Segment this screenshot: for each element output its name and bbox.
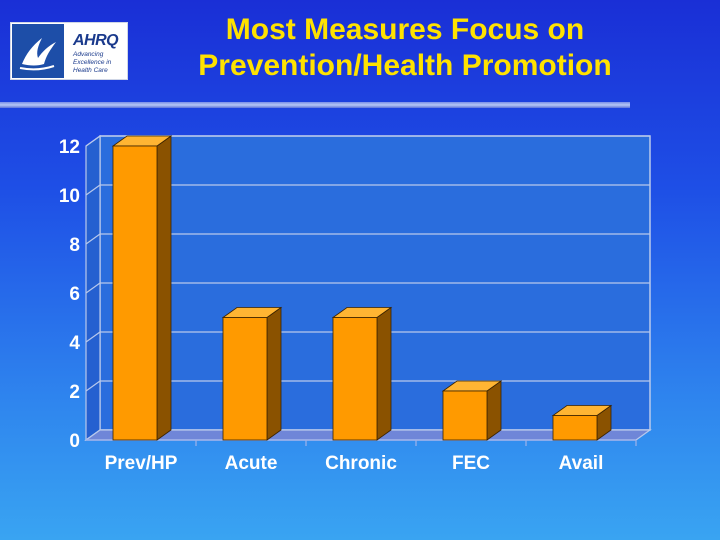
gridline-depth xyxy=(85,184,101,196)
x-tick-label: FEC xyxy=(452,453,490,474)
bar-side xyxy=(376,306,392,441)
gridline-depth xyxy=(85,380,101,392)
title-line-1: Most Measures Focus on xyxy=(225,13,585,46)
bar xyxy=(111,135,173,441)
x-tick-label: Prev/HP xyxy=(105,453,178,474)
y-tick-label: 4 xyxy=(69,333,80,354)
bar-side xyxy=(266,306,282,441)
bar-front xyxy=(112,145,158,441)
x-tick-label: Chronic xyxy=(325,453,397,474)
x-tick-label: Avail xyxy=(559,453,604,474)
x-tick-labels: Prev/HP Acute Chronic FEC Avail xyxy=(105,440,637,474)
title-divider xyxy=(0,102,630,108)
y-tick-label: 10 xyxy=(59,186,80,207)
slide-title: Most Measures Focus on Prevention/Health… xyxy=(140,12,670,84)
bar-front xyxy=(552,415,598,441)
y-tick-label: 2 xyxy=(69,382,80,403)
bars xyxy=(111,135,613,441)
gridline-depth xyxy=(85,331,101,343)
bar-front xyxy=(222,317,268,441)
gridline-depth xyxy=(85,135,101,147)
x-tick-label: Acute xyxy=(225,453,278,474)
ahrq-logo-text: AHRQ xyxy=(73,32,119,49)
bar-side xyxy=(156,135,172,441)
y-tick-label: 0 xyxy=(69,431,80,452)
bar xyxy=(551,404,613,441)
bar xyxy=(441,380,503,441)
gridline-depth xyxy=(85,282,101,294)
bar-front xyxy=(442,390,488,441)
y-tick-labels: 0 2 4 6 8 10 12 xyxy=(59,137,81,452)
hhs-eagle-icon xyxy=(12,24,64,78)
y-tick-label: 6 xyxy=(69,284,80,305)
bar-front xyxy=(332,317,378,441)
agency-logo: AHRQ Advancing Excellence in Health Care xyxy=(10,22,128,80)
bar xyxy=(331,306,393,441)
y-tick-label: 8 xyxy=(69,235,80,256)
bar xyxy=(221,306,283,441)
ahrq-tagline: Advancing Excellence in Health Care xyxy=(73,51,112,74)
y-tick-label: 12 xyxy=(59,137,80,158)
gridline-depth xyxy=(85,233,101,245)
title-line-2: Prevention/Health Promotion xyxy=(198,49,612,82)
